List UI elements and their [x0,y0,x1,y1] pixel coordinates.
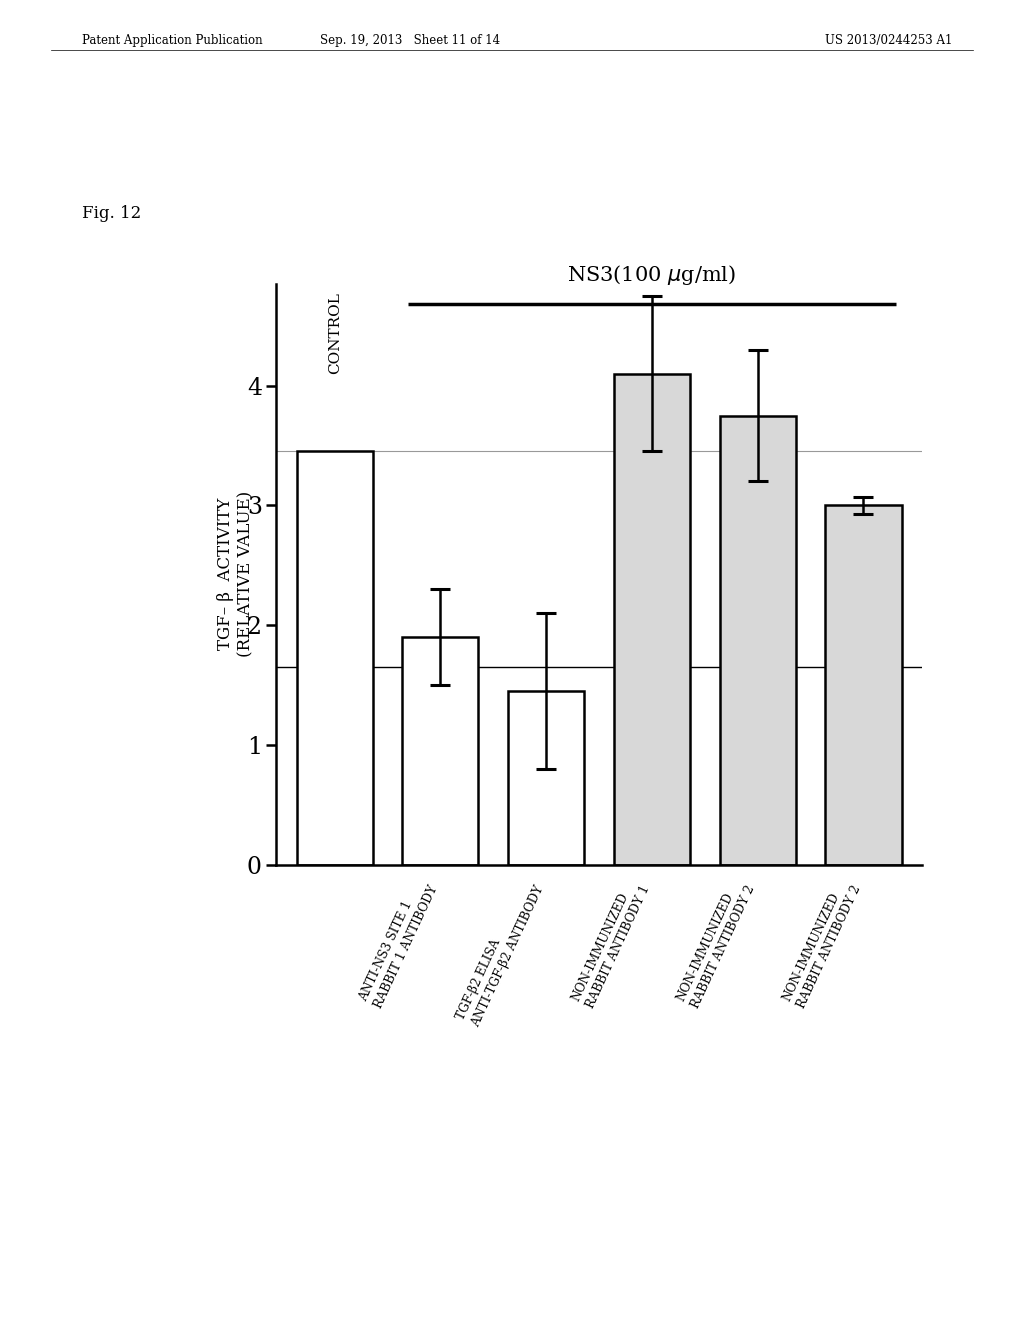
Bar [402,638,478,865]
Text: Fig. 12: Fig. 12 [82,205,141,222]
Text: ANTI-NS3 SITE 1
RABBIT 1 ANTIBODY: ANTI-NS3 SITE 1 RABBIT 1 ANTIBODY [357,876,440,1010]
Bar [297,451,373,865]
Text: US 2013/0244253 A1: US 2013/0244253 A1 [825,34,952,48]
Bar [613,374,690,865]
Text: NON-IMMUNIZED
RABBIT ANTIBODY 2: NON-IMMUNIZED RABBIT ANTIBODY 2 [675,876,758,1010]
Bar [720,416,796,865]
Text: NON-IMMUNIZED
RABBIT ANTIBODY 2: NON-IMMUNIZED RABBIT ANTIBODY 2 [780,876,863,1010]
Text: NON-IMMUNIZED
RABBIT ANTIBODY 1: NON-IMMUNIZED RABBIT ANTIBODY 1 [569,876,652,1010]
Text: Patent Application Publication: Patent Application Publication [82,34,262,48]
Text: CONTROL: CONTROL [328,292,342,374]
Y-axis label: TGF– β  ACTIVITY
(RELATIVE VALUE): TGF– β ACTIVITY (RELATIVE VALUE) [217,491,254,657]
Bar [825,506,901,865]
Text: TGF-β2 ELISA
ANTI-TGF-β2 ANTIBODY: TGF-β2 ELISA ANTI-TGF-β2 ANTIBODY [455,876,546,1028]
Bar [508,690,585,865]
Text: NS3(100 $\mu$g/ml): NS3(100 $\mu$g/ml) [567,264,736,288]
Text: Sep. 19, 2013   Sheet 11 of 14: Sep. 19, 2013 Sheet 11 of 14 [319,34,500,48]
